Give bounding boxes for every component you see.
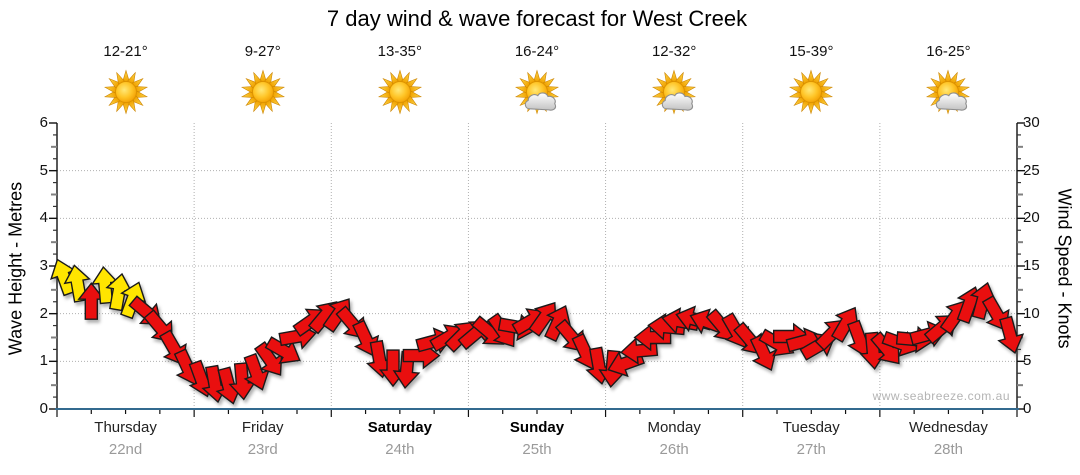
- date-label: 23rd: [247, 441, 278, 458]
- wind-tick-label: 30: [1023, 114, 1040, 131]
- date-label: 28th: [933, 441, 964, 458]
- day-label: Saturday: [367, 419, 432, 436]
- temp-label: 16-25°: [926, 43, 971, 60]
- wind-arrow: [749, 333, 777, 372]
- wave-tick-label: 6: [39, 114, 48, 131]
- wave-tick-label: 4: [39, 209, 48, 227]
- date-label: 26th: [659, 441, 689, 458]
- date-label: 22nd: [108, 441, 143, 458]
- wind-tick-label: 5: [1023, 352, 1032, 370]
- cloud-shape: [661, 92, 694, 111]
- day-label: Monday: [647, 419, 701, 436]
- wind-arrow: [997, 315, 1025, 355]
- sun-cloud-icon: [513, 68, 561, 116]
- sun-cloud-icon: [924, 68, 972, 116]
- wave-tick-label: 5: [39, 161, 48, 179]
- temp-label: 12-21°: [103, 43, 148, 60]
- sun-icon: [787, 68, 835, 116]
- wind-tick-label: 10: [1023, 304, 1040, 322]
- wave-tick-label: 0: [39, 400, 48, 417]
- wind-tick-label: 20: [1023, 209, 1040, 227]
- wind-tick-label: 25: [1023, 161, 1040, 179]
- wind-tick-label: 0: [1023, 400, 1032, 417]
- temp-label: 15-39°: [789, 43, 834, 60]
- day-label: Friday: [241, 419, 284, 436]
- temp-label: 9-27°: [244, 43, 281, 60]
- wave-tick-label: 3: [39, 257, 48, 274]
- cloud-shape: [524, 92, 557, 111]
- day-label: Thursday: [94, 419, 157, 436]
- day-label: Wednesday: [908, 419, 988, 436]
- date-label: 25th: [522, 441, 552, 458]
- sun-icon: [376, 68, 424, 116]
- watermark: www.seabreeze.com.au: [872, 389, 1010, 403]
- cloud-shape: [936, 92, 968, 111]
- wind-arrow-series: [50, 258, 1025, 405]
- date-label: 24th: [385, 441, 415, 458]
- wave-tick-label: 1: [39, 352, 48, 370]
- sun-cloud-icon: [650, 68, 698, 116]
- chart-title: 7 day wind & wave forecast for West Cree…: [326, 6, 748, 31]
- sun-icon: [102, 68, 150, 116]
- day-label: Sunday: [509, 419, 565, 436]
- wave-tick-label: 2: [39, 304, 48, 322]
- sun-icon: [239, 68, 287, 116]
- date-label: 27th: [796, 441, 826, 458]
- temp-label: 12-32°: [651, 43, 697, 60]
- temp-label: 13-35°: [377, 43, 423, 60]
- day-label: Tuesday: [782, 419, 840, 436]
- temp-label: 16-24°: [514, 43, 560, 60]
- wind-tick-label: 15: [1023, 257, 1040, 274]
